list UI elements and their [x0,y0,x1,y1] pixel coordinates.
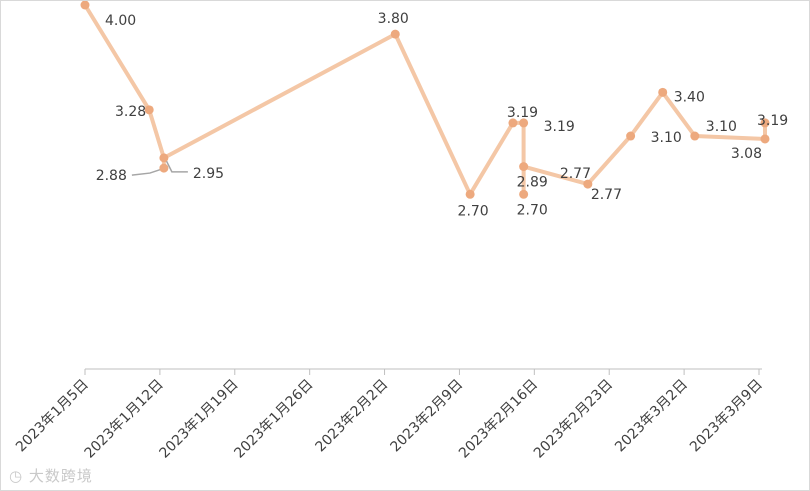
data-label: 3.80 [378,11,409,27]
x-tick-label: 2023年1月5日 [13,377,92,456]
data-point [519,118,529,128]
data-point [690,131,700,141]
data-label: 2.70 [458,203,489,219]
data-point [465,189,475,199]
data-markers [80,1,770,199]
data-label: 2.95 [193,166,224,182]
x-tick-labels: 2023年1月5日2023年1月12日2023年1月19日2023年1月26日2… [13,377,766,462]
x-tick-label: 2023年1月12日 [82,377,167,462]
series-line [83,3,767,197]
series-line-layer [83,3,767,197]
data-label: 3.40 [674,89,705,105]
x-tick-label: 2023年1月26日 [231,377,316,462]
data-label: 3.10 [706,119,737,135]
data-point [390,29,400,39]
data-label: 3.08 [731,146,762,162]
data-point [626,131,636,141]
data-point [658,87,668,97]
data-point [583,179,593,189]
data-point [80,1,90,10]
data-label: 4.00 [105,13,136,29]
x-tick-label: 2023年3月9日 [687,377,766,456]
data-label: 2.70 [517,202,548,218]
x-tick-label: 2023年2月16日 [456,377,541,462]
data-label: 2.89 [517,175,548,191]
data-point [159,163,169,173]
x-tick-label: 2023年1月19日 [156,377,241,462]
data-label: 3.19 [507,105,538,121]
x-axis [84,368,762,375]
data-label: 3.10 [651,130,682,146]
watermark-icon: ◷ [9,467,24,485]
data-point [760,134,770,144]
data-label: 2.77 [591,187,622,203]
leader-line [131,168,163,176]
data-point [760,118,770,128]
x-tick-label: 2023年2月9日 [387,377,466,456]
data-label: 3.28 [115,104,146,120]
data-point [159,153,169,163]
x-tick-label: 2023年2月23日 [531,377,616,462]
x-tick-label: 2023年2月2日 [313,377,392,456]
x-tick-label: 2023年3月2日 [612,377,691,456]
data-labels: 4.00 3.28 2.88 2.95 3.80 2.70 3.19 3.19 2.89 2.70… [96,11,788,219]
data-point [519,189,529,199]
data-point [508,118,518,128]
leader-line [165,159,188,173]
data-label: 3.19 [544,119,575,135]
watermark-logo: ◷ 大数跨境 [9,465,93,486]
watermark-text: 大数跨境 [28,467,93,485]
data-label-extra: 2.77 [560,166,591,182]
data-label: 2.88 [96,168,127,184]
data-point [144,105,154,115]
leader-lines [131,159,188,176]
data-point [519,162,529,172]
data-label: 3.19 [757,113,788,129]
